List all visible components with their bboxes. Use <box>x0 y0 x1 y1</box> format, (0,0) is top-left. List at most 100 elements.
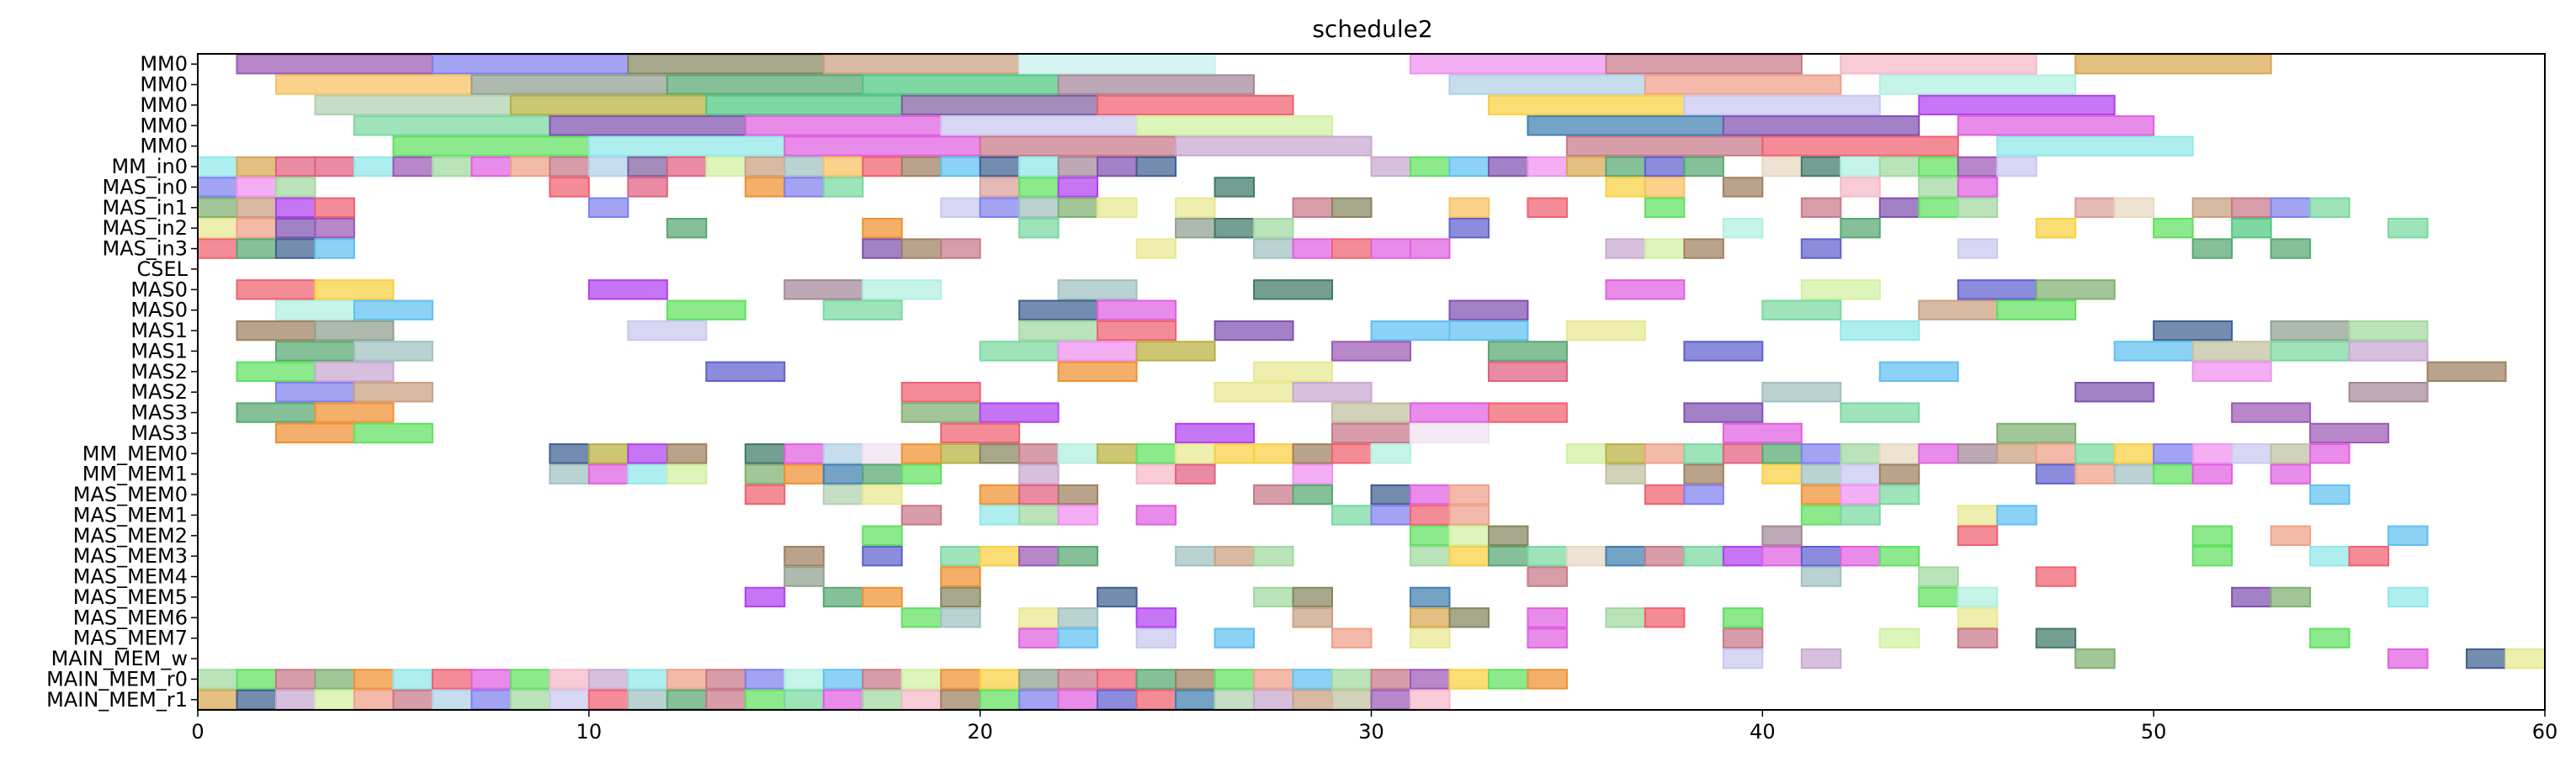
task-bar <box>197 238 238 259</box>
task-bar <box>1018 218 1060 239</box>
task-bar <box>862 689 903 710</box>
task-bar <box>783 279 864 300</box>
task-bar <box>1487 341 1568 362</box>
task-bar <box>1018 546 1060 567</box>
task-bar <box>1097 586 1138 608</box>
task-bar <box>1331 627 1373 648</box>
task-bar <box>1214 382 1294 403</box>
y-tick-label: MAS1 <box>130 319 188 342</box>
task-bar <box>1292 443 1334 464</box>
task-bar <box>1918 566 1959 587</box>
y-tick-label: MAS_MEM5 <box>73 585 188 609</box>
task-bar <box>940 566 981 587</box>
task-bar <box>705 669 746 690</box>
task-bar <box>1097 156 1138 177</box>
task-bar <box>2191 341 2272 362</box>
task-bar <box>1722 422 1803 444</box>
task-bar <box>1018 689 1060 710</box>
task-bar <box>1487 94 1686 116</box>
task-bar <box>274 238 316 259</box>
task-bar <box>1800 238 1842 259</box>
task-bar <box>197 669 238 690</box>
task-bar <box>1527 546 1568 567</box>
task-bar <box>2270 341 2350 362</box>
task-bar <box>1018 627 1060 648</box>
task-bar <box>2191 463 2233 484</box>
task-bar <box>1957 115 2155 136</box>
task-bar <box>1018 320 1099 341</box>
task-bar <box>1175 218 1216 239</box>
task-bar <box>1918 299 1999 320</box>
task-bar <box>1761 525 1803 546</box>
task-bar <box>353 422 433 444</box>
task-bar <box>587 669 629 690</box>
task-bar <box>783 463 825 484</box>
task-bar <box>2348 320 2429 341</box>
task-bar <box>862 238 903 259</box>
task-bar <box>1957 279 2037 300</box>
task-bar <box>1292 607 1334 628</box>
task-bar <box>236 156 277 177</box>
task-bar <box>627 689 668 710</box>
y-tick-label: MAIN_MEM_r1 <box>46 688 188 712</box>
task-bar <box>2113 443 2155 464</box>
task-bar <box>1722 177 1764 198</box>
task-bar <box>353 689 395 710</box>
task-bar <box>1878 546 1920 567</box>
task-bar <box>1957 505 1999 526</box>
y-tick-label: MM_MEM0 <box>82 442 188 465</box>
task-bar <box>1175 422 1256 444</box>
task-bar <box>2309 484 2350 506</box>
task-bar <box>1683 484 1724 506</box>
task-bar <box>236 54 433 75</box>
task-bar <box>274 341 355 362</box>
task-bar <box>274 382 355 403</box>
task-bar <box>862 669 903 690</box>
y-tick-label: MAIN_MEM_w <box>51 647 188 670</box>
task-bar <box>862 525 903 546</box>
task-bar <box>1175 669 1216 690</box>
task-bar <box>314 218 355 239</box>
task-bar <box>1018 463 1060 484</box>
task-bar <box>627 177 668 198</box>
task-bar <box>1683 463 1724 484</box>
task-bar <box>940 443 981 464</box>
task-bar <box>1722 607 1764 628</box>
task-bar <box>1057 279 1138 300</box>
task-bar <box>1370 689 1411 710</box>
task-bar <box>900 669 943 690</box>
task-bar <box>1097 197 1138 218</box>
task-bar <box>900 463 943 484</box>
task-bar <box>1214 177 1256 198</box>
y-tick-label: MAS_MEM3 <box>73 544 188 568</box>
task-bar <box>314 361 395 382</box>
task-bar <box>1409 402 1490 423</box>
task-bar <box>1761 156 1803 177</box>
task-bar <box>1253 484 1294 506</box>
task-bar <box>666 443 708 464</box>
task-bar <box>979 177 1021 198</box>
task-bar <box>1097 689 1138 710</box>
task-bar <box>2113 341 2194 362</box>
task-bar <box>1878 361 1959 382</box>
task-bar <box>236 402 316 423</box>
task-bar <box>1722 648 1764 670</box>
task-bar <box>1097 299 1177 320</box>
task-bar <box>1644 484 1686 506</box>
task-bar <box>1918 586 1959 608</box>
task-bar <box>627 443 668 464</box>
task-bar <box>2074 648 2116 670</box>
task-bar <box>940 197 981 218</box>
task-bar <box>1996 422 2077 444</box>
task-bar <box>1840 320 1920 341</box>
task-bar <box>627 54 825 75</box>
task-bar <box>1683 94 1881 116</box>
task-bar <box>1527 156 1568 177</box>
task-bar <box>822 443 864 464</box>
task-bar <box>666 156 708 177</box>
task-bar <box>1878 156 1920 177</box>
task-bar <box>1057 505 1099 526</box>
task-bar <box>1292 463 1334 484</box>
task-bar <box>1409 54 1607 75</box>
task-bar <box>940 669 981 690</box>
